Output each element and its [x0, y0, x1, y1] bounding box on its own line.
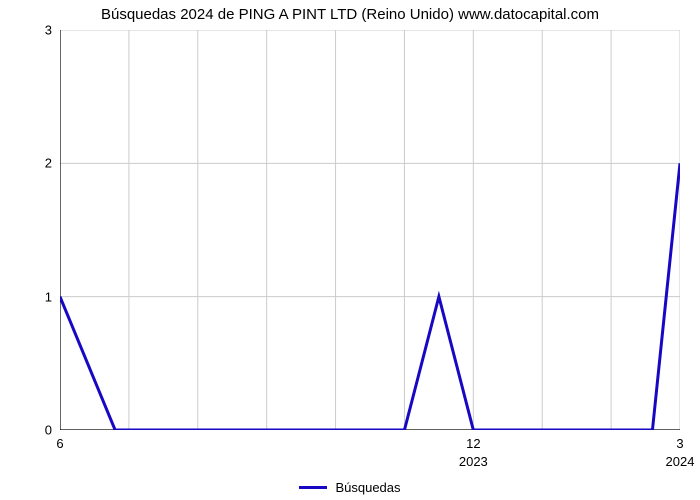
x-tick-label: 3 [676, 436, 683, 451]
chart-container: Búsquedas 2024 de PING A PINT LTD (Reino… [0, 0, 700, 500]
chart-title: Búsquedas 2024 de PING A PINT LTD (Reino… [0, 6, 700, 23]
y-tick-label: 1 [32, 289, 52, 304]
y-tick-label: 0 [32, 423, 52, 438]
x-tick-label: 6 [56, 436, 63, 451]
legend-item-busquedas: Búsquedas [299, 480, 400, 495]
y-tick-label: 2 [32, 156, 52, 171]
x-year-label: 2023 [459, 454, 488, 469]
legend-label: Búsquedas [335, 480, 400, 495]
y-tick-label: 3 [32, 23, 52, 38]
x-tick-label: 12 [466, 436, 480, 451]
x-year-label: 2024 [666, 454, 695, 469]
legend: Búsquedas [0, 476, 700, 495]
chart-svg [60, 30, 680, 430]
legend-swatch [299, 486, 327, 489]
